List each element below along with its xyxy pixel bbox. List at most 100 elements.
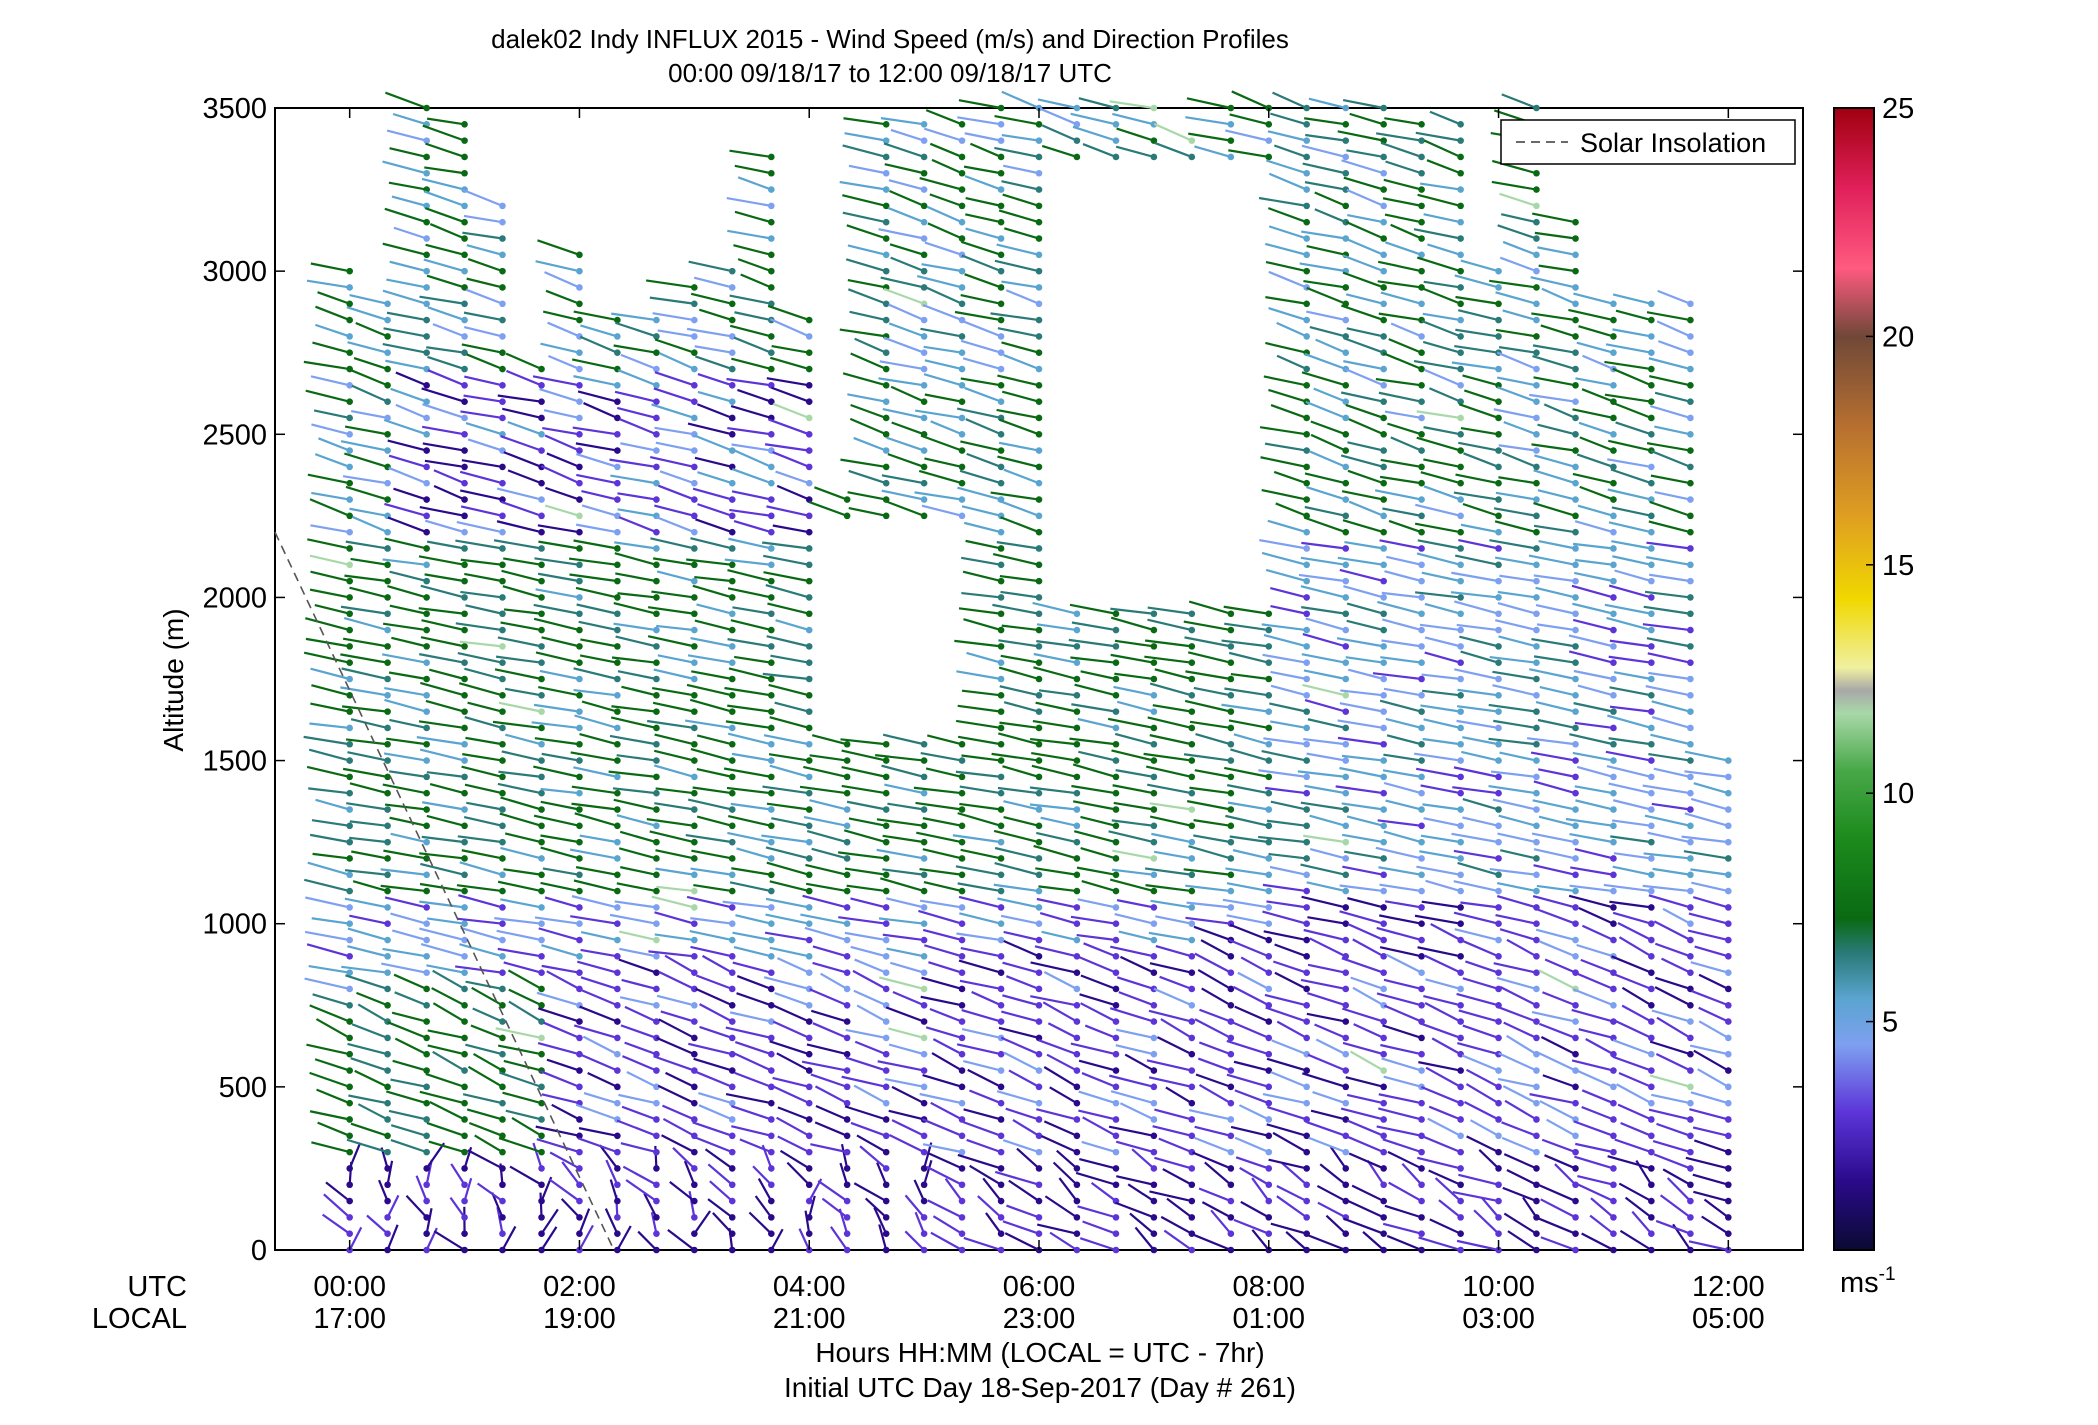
wind-barb <box>1606 616 1652 632</box>
wind-barb-point <box>1188 936 1196 944</box>
wind-barb-point <box>1533 1083 1540 1091</box>
wind-barb-point <box>1648 1018 1655 1025</box>
wind-barb <box>432 1002 466 1023</box>
wind-barb <box>1609 639 1652 648</box>
wind-barb-point <box>1687 447 1694 454</box>
wind-barb-point <box>1495 936 1502 944</box>
wind-barb-point <box>958 1001 966 1009</box>
wind-barb-point <box>1687 1001 1694 1009</box>
wind-barb <box>1546 1118 1577 1137</box>
wind-barb <box>390 912 427 925</box>
wind-barb-point <box>805 757 813 764</box>
wind-barb <box>1421 1085 1462 1105</box>
wind-barb <box>1073 830 1117 844</box>
wind-barb <box>880 877 925 893</box>
wind-barb <box>1419 850 1461 860</box>
wind-barb-point <box>1725 757 1732 764</box>
wind-barb-point <box>1380 414 1387 422</box>
wind-barb <box>1143 752 1192 762</box>
wind-barb <box>389 604 427 615</box>
wind-barb-point <box>882 414 890 422</box>
wind-barb-point <box>1073 822 1081 830</box>
wind-barb <box>1232 1021 1270 1039</box>
wind-barb <box>315 798 350 811</box>
wind-barb <box>686 895 733 909</box>
wind-barb <box>1614 569 1652 583</box>
wind-barb-point <box>538 577 545 585</box>
wind-barb <box>1378 312 1422 322</box>
wind-barb <box>1144 639 1192 648</box>
wind-barb-point <box>1418 1132 1425 1140</box>
wind-barb <box>918 909 963 925</box>
wind-barb-point <box>1648 773 1655 781</box>
wind-barb <box>433 1230 466 1251</box>
wind-barb <box>1459 635 1499 648</box>
wind-barb-point <box>958 789 966 797</box>
wind-barb <box>1082 1116 1117 1137</box>
wind-barb-point <box>499 218 506 226</box>
wind-barb-point <box>958 1067 966 1074</box>
wind-barb-point <box>1073 789 1081 797</box>
wind-barb-point <box>1035 740 1043 748</box>
wind-barb <box>1056 1149 1078 1170</box>
wind-barb-point <box>1610 300 1617 308</box>
wind-barb <box>1303 669 1346 681</box>
wind-barb <box>461 459 503 468</box>
wind-barb <box>1310 433 1347 452</box>
wind-barb-point <box>423 561 430 569</box>
wind-barb-point <box>1572 659 1579 666</box>
wind-barb-point <box>1150 1214 1158 1221</box>
wind-barb-point <box>768 610 775 618</box>
wind-barb <box>381 962 427 974</box>
wind-barb-point <box>1380 1018 1387 1025</box>
wind-barb <box>964 273 1002 289</box>
wind-barb-point <box>1342 1099 1350 1107</box>
wind-barb <box>456 884 503 893</box>
wind-barb <box>1197 968 1232 990</box>
wind-barb-point <box>1457 838 1464 846</box>
wind-barb <box>1382 618 1422 632</box>
wind-barb <box>727 427 772 436</box>
wind-barb-point <box>1457 414 1464 422</box>
wind-barb-point <box>1188 953 1196 960</box>
wind-barb <box>1450 591 1499 599</box>
wind-barb <box>1537 1183 1576 1203</box>
wind-barb <box>959 469 1002 485</box>
wind-barb <box>1194 145 1232 159</box>
wind-barb-point <box>1303 789 1310 797</box>
wind-barb-point <box>1303 594 1310 601</box>
wind-barb-point <box>768 1050 775 1058</box>
wind-barb-point <box>1457 121 1464 128</box>
wind-barb-point <box>805 822 813 830</box>
wind-barb <box>537 572 580 583</box>
wind-barb <box>931 158 963 175</box>
wind-barb <box>1386 1234 1422 1252</box>
wind-barb <box>497 782 542 795</box>
wind-barb <box>658 1018 695 1039</box>
wind-barb-point <box>728 692 736 699</box>
wind-barb <box>391 195 427 207</box>
wind-barb-point <box>346 1116 353 1123</box>
wind-barb <box>731 1105 772 1121</box>
wind-barb-point <box>1610 1067 1617 1074</box>
wind-barb-point <box>1073 1181 1081 1189</box>
wind-barb-point <box>1648 1116 1655 1123</box>
wind-barb-point <box>346 904 353 911</box>
wind-barb <box>693 276 733 289</box>
wind-barb-point <box>882 463 890 471</box>
wind-barb <box>1016 1147 1040 1170</box>
wind-barb-point <box>1227 1099 1235 1107</box>
wind-barb <box>654 338 695 354</box>
wind-barb-point <box>1533 1001 1540 1009</box>
wind-barb-point <box>1380 1067 1387 1074</box>
x-tick-label-local: 17:00 <box>313 1303 386 1335</box>
wind-barb-point <box>1572 496 1579 503</box>
wind-barb <box>1692 1126 1729 1137</box>
wind-barb-point <box>461 1214 468 1221</box>
wind-barb-point <box>461 985 468 993</box>
wind-barb <box>419 852 465 860</box>
wind-barb-point <box>958 235 966 242</box>
wind-barb-point <box>1303 202 1310 210</box>
wind-barb <box>1266 1123 1307 1137</box>
wind-barb-point <box>1035 430 1043 438</box>
